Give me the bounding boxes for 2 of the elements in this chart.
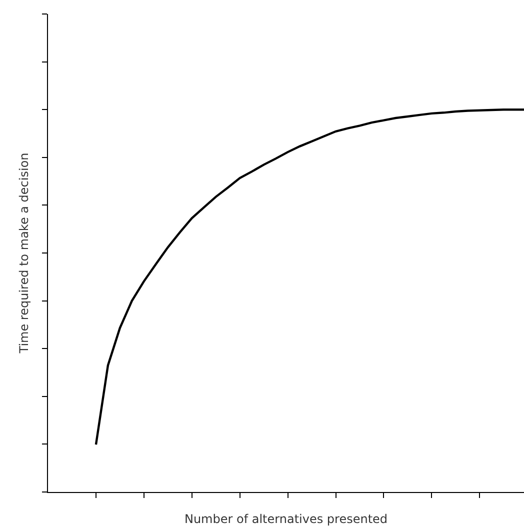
- y-axis-title: Time required to make a decision: [17, 152, 32, 354]
- x-axis-title: Number of alternatives presented: [184, 512, 388, 526]
